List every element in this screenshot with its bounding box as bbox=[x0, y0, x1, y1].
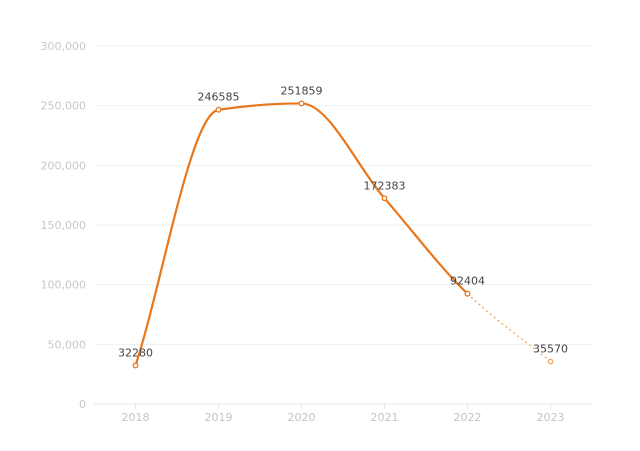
data-point bbox=[132, 362, 139, 369]
data-label: 172383 bbox=[364, 179, 406, 192]
series-line-projected bbox=[467, 293, 551, 363]
y-axis: 0 50,000 100,000 150,000 200,000 250,000 300,0… bbox=[41, 40, 87, 411]
y-tick-label: 200,000 bbox=[41, 159, 87, 172]
y-tick-label: 0 bbox=[79, 398, 86, 411]
data-point bbox=[298, 100, 305, 107]
series-line bbox=[134, 102, 551, 366]
data-label: 246585 bbox=[198, 91, 240, 104]
data-label: 35570 bbox=[533, 343, 568, 356]
y-tick-label: 250,000 bbox=[41, 100, 87, 113]
x-tick-label: 2019 bbox=[205, 411, 233, 424]
series-line-solid bbox=[134, 102, 469, 366]
grid-lines bbox=[94, 45, 592, 345]
data-point bbox=[381, 195, 388, 202]
x-tick-label: 2022 bbox=[454, 411, 482, 424]
data-labels: 32280 246585 251859 172383 92404 35570 bbox=[118, 84, 568, 359]
data-label: 92404 bbox=[450, 275, 485, 288]
data-point bbox=[547, 358, 554, 365]
x-tick-label: 2018 bbox=[122, 411, 150, 424]
y-tick-label: 50,000 bbox=[48, 338, 87, 351]
y-tick-label: 150,000 bbox=[41, 219, 87, 232]
data-label: 251859 bbox=[281, 84, 323, 97]
data-markers bbox=[132, 100, 554, 369]
data-point bbox=[215, 106, 222, 113]
data-label: 32280 bbox=[118, 346, 153, 359]
y-tick-label: 100,000 bbox=[41, 279, 87, 292]
x-tick-label: 2020 bbox=[288, 411, 316, 424]
x-tick-label: 2021 bbox=[371, 411, 399, 424]
y-tick-label: 300,000 bbox=[41, 40, 87, 53]
x-axis: 2018 2019 2020 2021 2022 2023 bbox=[94, 403, 592, 424]
data-point bbox=[464, 290, 471, 297]
x-tick-label: 2023 bbox=[537, 411, 565, 424]
